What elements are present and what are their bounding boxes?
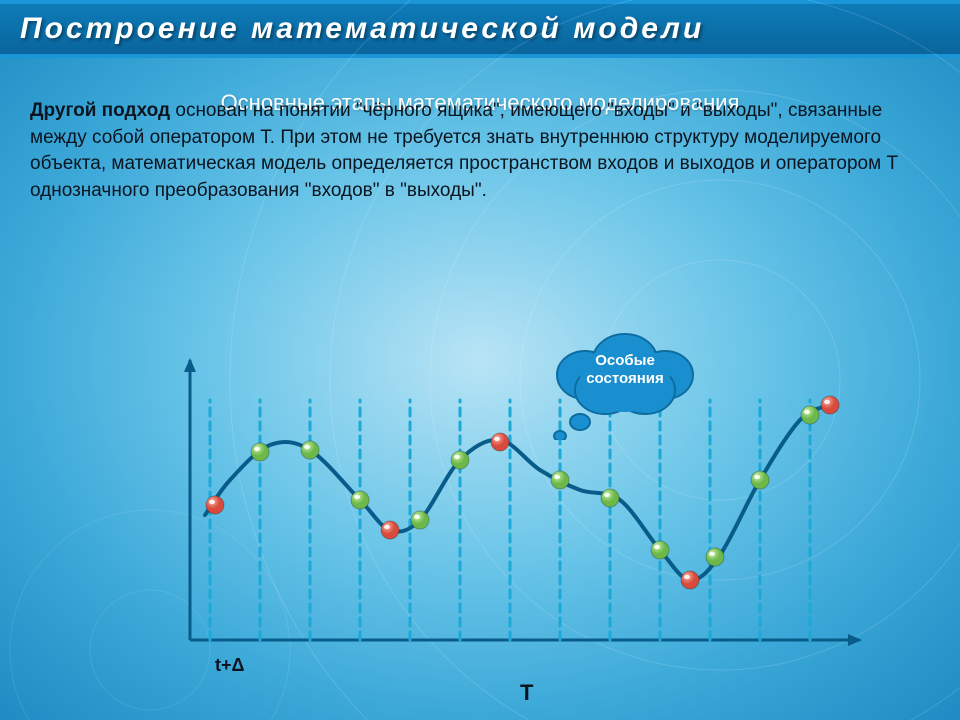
cloud-callout: Особые состояния [540, 330, 710, 420]
paragraph: Другой подход основан на понятии "чёрног… [30, 98, 930, 204]
chart: Особые состояния t+Δ T [160, 350, 880, 700]
slide-title: Построение математической модели [0, 0, 960, 58]
interval-label: t+Δ [215, 655, 244, 676]
cloud-label: Особые состояния [540, 330, 710, 420]
t-axis-label: T [520, 680, 533, 706]
paragraph-lead: Другой подход [30, 100, 170, 121]
